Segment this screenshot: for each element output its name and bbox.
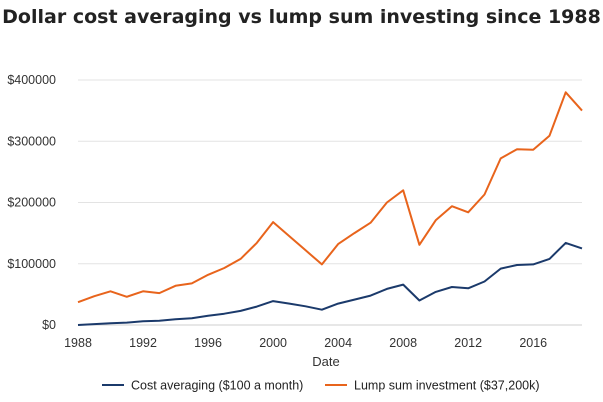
chart-title: Dollar cost averaging vs lump sum invest… bbox=[2, 6, 601, 28]
x-tick-label: 2008 bbox=[389, 336, 417, 350]
x-tick-label: 2000 bbox=[259, 336, 287, 350]
y-tick-label: $300000 bbox=[7, 134, 56, 148]
y-tick-label: $200000 bbox=[7, 196, 56, 210]
grid-lines bbox=[78, 79, 582, 326]
x-axis-ticks: 1988 1992 1996 2000 2004 2008 2012 2016 bbox=[64, 336, 547, 350]
x-tick-label: 1988 bbox=[64, 336, 92, 350]
y-axis-ticks: $0 $100000 $200000 $300000 $400000 bbox=[7, 73, 56, 332]
x-tick-label: 2004 bbox=[324, 336, 352, 350]
legend: Cost averaging ($100 a month) Lump sum in… bbox=[102, 379, 540, 393]
legend-label: Cost averaging ($100 a month) bbox=[131, 379, 303, 393]
x-tick-label: 1996 bbox=[194, 336, 222, 350]
y-tick-label: $100000 bbox=[7, 257, 56, 271]
series-line-lump-sum bbox=[77, 91, 583, 304]
legend-label: Lump sum investment ($37,200k) bbox=[354, 379, 540, 393]
x-tick-label: 1992 bbox=[129, 336, 157, 350]
y-tick-label: $0 bbox=[42, 318, 56, 332]
series-line-cost-averaging bbox=[77, 241, 583, 326]
x-tick-label: 2016 bbox=[519, 336, 547, 350]
x-axis-label: Date bbox=[312, 354, 339, 369]
y-tick-label: $400000 bbox=[7, 73, 56, 87]
series-lines bbox=[77, 91, 583, 326]
x-tick-label: 2012 bbox=[454, 336, 482, 350]
